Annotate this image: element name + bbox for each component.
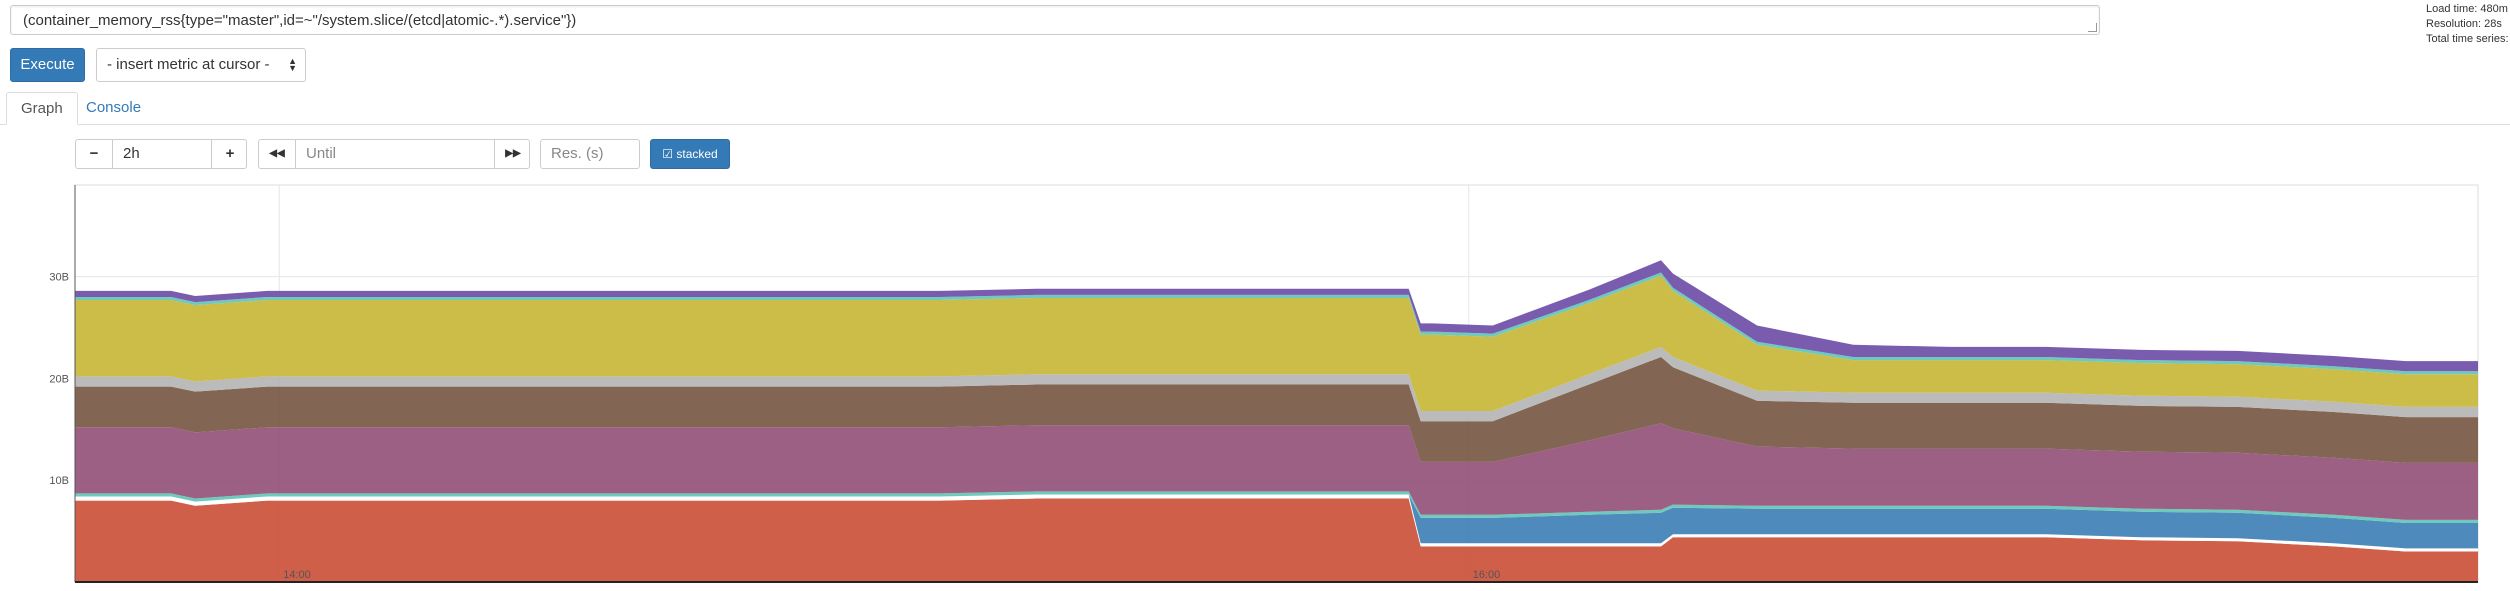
stacked-area-chart: 10B 20B 30B 14:00 16:00 bbox=[49, 184, 2479, 583]
x-tick-label: 16:00 bbox=[1473, 569, 1501, 581]
check-icon: ☑ bbox=[662, 147, 674, 161]
area-series-0 bbox=[75, 498, 2478, 582]
tab-bar: Graph Console bbox=[0, 92, 2510, 125]
resolution-input[interactable]: Res. (s) bbox=[540, 139, 640, 169]
y-tick-label: 20B bbox=[49, 373, 69, 385]
stacked-toggle-button[interactable]: ☑ stacked bbox=[650, 139, 730, 169]
area-series-1 bbox=[75, 494, 2478, 552]
area-series-7 bbox=[75, 275, 2478, 411]
back-time-button[interactable]: ◀◀ bbox=[269, 148, 285, 159]
area-series-6 bbox=[75, 346, 2478, 422]
area-series-4 bbox=[75, 423, 2478, 520]
stacked-label: stacked bbox=[676, 147, 718, 161]
y-tick-label: 30B bbox=[49, 272, 69, 284]
insert-metric-select[interactable]: - insert metric at cursor - ▲ ▼ bbox=[96, 48, 306, 82]
query-stats: Load time: 480m Resolution: 28s Total ti… bbox=[2426, 2, 2509, 47]
chart-areas bbox=[75, 260, 2478, 582]
query-expression: (container_memory_rss{type="master",id=~… bbox=[23, 12, 577, 29]
tab-console[interactable]: Console bbox=[86, 99, 142, 116]
forward-time-button[interactable]: ▶▶ bbox=[505, 148, 521, 159]
range-duration-input[interactable]: 2h bbox=[112, 140, 212, 168]
y-tick-label: 10B bbox=[49, 475, 69, 487]
area-series-3 bbox=[75, 491, 2478, 523]
total-series: Total time series: bbox=[2426, 33, 2509, 45]
resize-grip-icon[interactable] bbox=[2088, 23, 2097, 32]
tab-graph[interactable]: Graph bbox=[6, 92, 78, 125]
x-tick-label: 14:00 bbox=[283, 569, 311, 581]
area-series-2 bbox=[75, 494, 2478, 549]
metric-select-value: - insert metric at cursor - bbox=[107, 56, 270, 73]
range-duration-group: − 2h + bbox=[75, 139, 247, 169]
execute-button[interactable]: Execute bbox=[10, 48, 85, 82]
until-input[interactable]: Until bbox=[295, 140, 495, 168]
select-arrows-icon: ▲ ▼ bbox=[288, 56, 297, 73]
query-input[interactable]: (container_memory_rss{type="master",id=~… bbox=[10, 5, 2100, 35]
resolution-stat: Resolution: 28s bbox=[2426, 18, 2502, 30]
area-series-8 bbox=[75, 272, 2478, 375]
chart-axes: 10B 20B 30B 14:00 16:00 bbox=[49, 185, 2478, 583]
range-increase-button[interactable]: + bbox=[225, 145, 235, 162]
range-decrease-button[interactable]: − bbox=[89, 145, 99, 162]
end-time-group: ◀◀ Until ▶▶ bbox=[258, 139, 530, 169]
load-time: Load time: 480m bbox=[2426, 3, 2508, 15]
area-series-5 bbox=[75, 357, 2478, 463]
area-series-9 bbox=[75, 260, 2478, 372]
